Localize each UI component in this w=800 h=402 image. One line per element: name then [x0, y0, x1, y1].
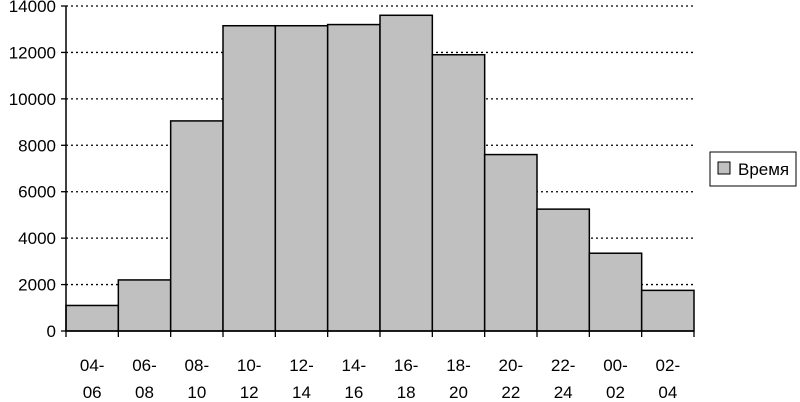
x-tick-label: 10-: [237, 356, 262, 375]
y-tick-label: 6000: [18, 183, 56, 202]
legend: Время: [709, 151, 797, 187]
bar: [536, 208, 591, 332]
x-tick-label: 04-: [80, 356, 105, 375]
x-tick-label: 20: [449, 383, 468, 402]
bar: [640, 289, 695, 332]
axes: [61, 5, 695, 337]
bar: [117, 279, 172, 332]
x-tick-label: 22: [501, 383, 520, 402]
x-tick-label: 22-: [551, 356, 576, 375]
x-tick-label: 08: [135, 383, 154, 402]
y-tick-label: 2000: [18, 276, 56, 295]
x-tick-label: 02-: [656, 356, 681, 375]
x-tick-label: 08-: [185, 356, 210, 375]
bar: [431, 54, 486, 332]
x-tick-label: 00-: [603, 356, 628, 375]
x-tick-label: 06-: [132, 356, 157, 375]
bar: [65, 304, 120, 332]
bar: [222, 24, 277, 332]
y-tick-label: 0: [47, 322, 56, 341]
x-tick-label: 14: [292, 383, 311, 402]
x-tick-label: 14-: [342, 356, 367, 375]
x-tick-labels: 04- 06 06- 08 08- 10 10- 12 12- 14 14- 16 16- 18 18- 20…: [80, 356, 680, 402]
bar: [274, 24, 329, 332]
y-tick-label: 4000: [18, 229, 56, 248]
x-tick-label: 10: [187, 383, 206, 402]
y-tick-label: 12000: [9, 43, 56, 62]
x-tick-label: 16-: [394, 356, 419, 375]
y-tick-label: 8000: [18, 136, 56, 155]
x-tick-label: 12-: [289, 356, 314, 375]
y-tick-label: 10000: [9, 90, 56, 109]
bars: [65, 14, 695, 332]
x-tick-label: 06: [83, 383, 102, 402]
x-tick-label: 02: [606, 383, 625, 402]
x-tick-label: 16: [344, 383, 363, 402]
x-tick-label: 18: [397, 383, 416, 402]
x-tick-label: 12: [240, 383, 259, 402]
y-tick-labels: 0 2000 4000 6000 8000 10000 12000 14000: [9, 0, 56, 341]
y-tick-label: 14000: [9, 0, 56, 16]
x-tick-label: 20-: [499, 356, 524, 375]
x-tick-label: 24: [554, 383, 573, 402]
legend-swatch: [717, 161, 731, 175]
bar: [169, 120, 224, 332]
bar: [588, 252, 643, 332]
bar: [326, 23, 381, 332]
bar: [379, 14, 434, 332]
legend-label: Время: [738, 160, 789, 179]
x-tick-label: 18-: [446, 356, 471, 375]
x-tick-label: 04: [658, 383, 677, 402]
bar: [483, 153, 538, 332]
